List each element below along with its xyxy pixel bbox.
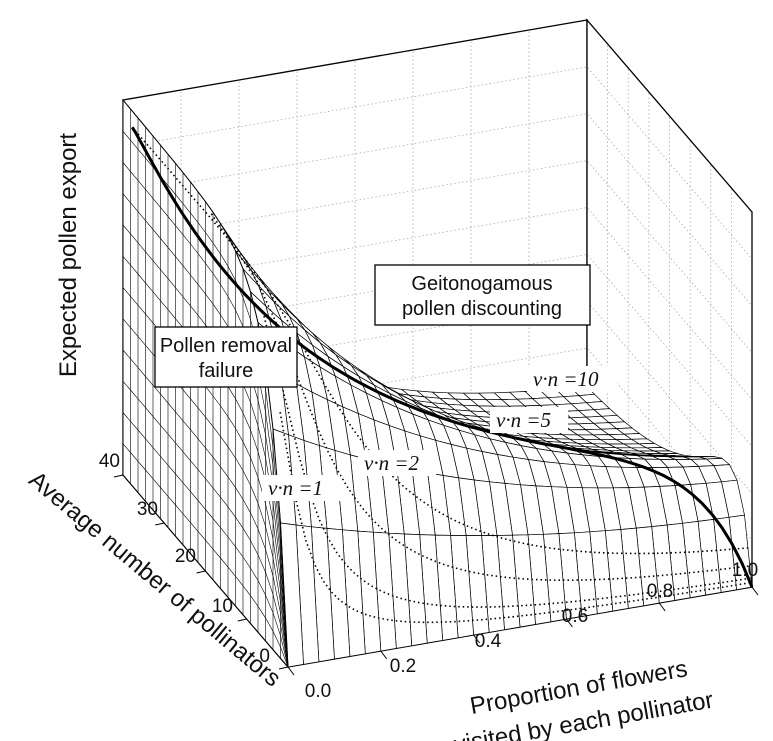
x-tick-mark bbox=[751, 586, 759, 596]
x-tick-2: 0.4 bbox=[475, 631, 502, 652]
y-tick-1: 10 bbox=[212, 596, 233, 617]
front-face-line bbox=[122, 318, 289, 668]
y-tick-mark bbox=[196, 570, 206, 574]
front-face-line bbox=[122, 381, 289, 668]
x-tick-mark bbox=[566, 618, 573, 628]
x-tick-mark bbox=[287, 666, 295, 676]
x-tick-0: 0.0 bbox=[305, 681, 331, 702]
annotation-removal-line1: Pollen removal bbox=[160, 335, 292, 357]
y-axis-ticks: 0 10 20 30 40 bbox=[99, 451, 270, 667]
front-face-line bbox=[122, 193, 289, 668]
wall-gridline bbox=[122, 207, 753, 400]
y-tick-0: 0 bbox=[259, 646, 270, 667]
wall-gridline bbox=[122, 113, 753, 307]
annotation-geitonogamous-discounting: Geitonogamous pollen discounting bbox=[374, 264, 591, 326]
front-face-line bbox=[122, 349, 289, 668]
y-tick-2: 20 bbox=[175, 546, 196, 567]
x-tick-mark bbox=[473, 634, 481, 644]
wall-gridline bbox=[122, 66, 753, 260]
contour-label-vn2: ν·n =2 bbox=[364, 451, 419, 475]
y-tick-mark bbox=[113, 474, 124, 478]
z-axis-label: Expected pollen export bbox=[55, 133, 82, 377]
x-tick-5: 1.0 bbox=[732, 560, 758, 581]
annotation-discounting-line1: Geitonogamous bbox=[411, 273, 552, 295]
annotation-removal-line2: failure bbox=[199, 360, 253, 382]
annotation-discounting-line2: pollen discounting bbox=[402, 298, 562, 320]
contour-label-vn10: ν·n =10 bbox=[533, 367, 599, 391]
x-tick-4: 0.8 bbox=[647, 581, 673, 602]
y-tick-mark bbox=[237, 618, 247, 622]
x-tick-3: 0.6 bbox=[562, 606, 588, 627]
x-tick-mark bbox=[658, 602, 666, 612]
front-face-line bbox=[122, 224, 289, 668]
wall-gridline bbox=[122, 160, 753, 353]
y-tick-mark bbox=[155, 522, 165, 526]
contour-line-3 bbox=[210, 213, 751, 582]
optimum-ridge-line bbox=[131, 126, 754, 588]
annotation-removal-failure: Pollen removal failure bbox=[154, 326, 298, 388]
contour-label-vn5: ν·n =5 bbox=[496, 408, 551, 432]
contour-label-vn1: ν·n =1 bbox=[268, 476, 323, 500]
contour-lines bbox=[131, 126, 752, 624]
x-axis-ticks: 0.0 0.2 0.4 0.6 0.8 1.0 bbox=[305, 560, 758, 702]
front-face-line bbox=[122, 443, 289, 668]
y-tick-4: 40 bbox=[99, 451, 120, 472]
x-tick-mark bbox=[380, 650, 388, 660]
contour-labels: ν·n =1 ν·n =2 ν·n =5 ν·n =10 bbox=[262, 366, 617, 501]
y-tick-mark bbox=[278, 666, 289, 670]
y-tick-3: 30 bbox=[137, 499, 158, 520]
front-face-line bbox=[122, 412, 289, 668]
x-tick-1: 0.2 bbox=[390, 656, 416, 677]
